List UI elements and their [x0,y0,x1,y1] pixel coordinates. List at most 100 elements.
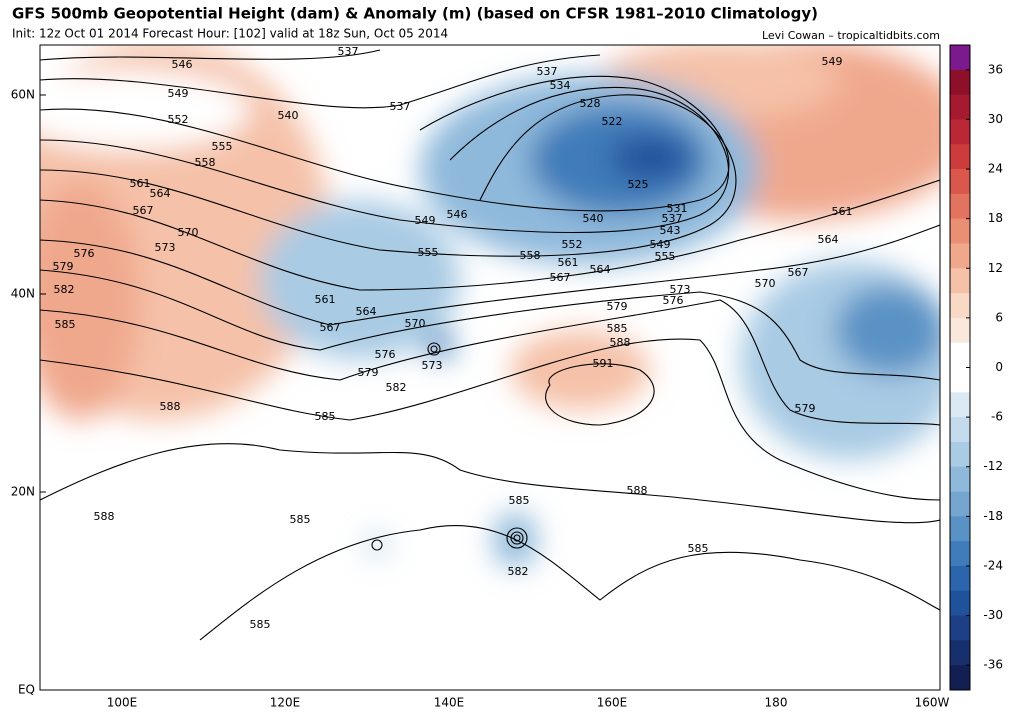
colorbar-label: 18 [988,211,1003,225]
contour-label: 546 [447,208,468,221]
colorbar-band [950,565,970,592]
lat-label: EQ [18,683,35,697]
contour-label: 585 [688,542,709,555]
contour-label: 555 [212,140,233,153]
colorbar-band [950,94,970,120]
colorbar-band [950,193,970,220]
contour-label: 549 [415,214,436,227]
contour-label: 585 [290,513,311,526]
contour-label: 525 [628,178,649,191]
contour-label: 579 [795,402,816,415]
contour-label: 537 [338,45,359,58]
contour-label: 549 [822,55,843,68]
contour-label: 561 [315,293,336,306]
colorbar-band [950,590,970,617]
contour-label: 576 [375,348,396,361]
contour-label: 540 [278,109,299,122]
colorbar-label: -18 [983,509,1003,523]
contour-label: 552 [168,113,189,126]
contour-label: 570 [178,226,199,239]
colorbar-band [950,392,970,418]
contour-label: 585 [509,494,530,507]
map-frame [39,44,941,691]
colorbar-band [950,665,970,691]
contour-label: 585 [250,618,271,631]
colorbar-band [950,516,970,542]
colorbar-label: 6 [995,310,1003,324]
contour-label: 564 [150,187,171,200]
contour-label: 546 [172,58,193,71]
lon-label: 180 [765,696,788,710]
colorbar-band [950,45,970,71]
contour-label: 567 [788,266,809,279]
colorbar-label: 12 [988,261,1003,275]
colorbar-label: -36 [983,658,1003,672]
contour-label: 537 [390,100,411,113]
contour-label: 522 [602,115,623,128]
contour-label: 579 [358,366,379,379]
contour-label: 567 [133,204,154,217]
colorbar: 36 30 24 18 12 6 0 -6 -12 -18 -24 -30 -36 [949,44,1003,691]
contour-label: 558 [195,156,216,169]
colorbar-label: 0 [995,360,1003,374]
colorbar-label: 30 [988,112,1003,126]
colorbar-band [950,119,970,145]
contour-label: 534 [550,79,571,92]
colorbar-band [950,441,970,468]
contour-label: 582 [386,381,407,394]
colorbar-band [950,243,970,269]
colorbar-label: 36 [988,62,1003,76]
colorbar-label: 24 [988,162,1003,176]
subtitle: Init: 12z Oct 01 2014 Forecast Hour: [10… [12,27,448,41]
contour-label: 552 [562,238,583,251]
contour-label: 567 [320,321,341,334]
contour-label: 582 [508,565,529,578]
lat-label: 40N [11,287,35,301]
colorbar-band [950,293,970,319]
contour-label: 588 [94,510,115,523]
contour-label: 585 [607,322,628,335]
lon-label: 160W [915,696,950,710]
colorbar-band [950,615,970,641]
contour-label: 576 [663,294,684,307]
colorbar-label: -6 [991,410,1003,424]
contour-label: 558 [520,249,541,262]
contour-label: 537 [537,65,558,78]
title: GFS 500mb Geopotential Height (dam) & An… [12,5,818,23]
contour-labels: 5465495525555585615645675705735765795825… [53,45,853,631]
contour-label: 579 [607,300,628,313]
colorbar-band [950,491,970,517]
colorbar-band [950,367,970,393]
contour-label: 579 [53,260,74,273]
contour-label: 573 [422,359,443,372]
colorbar-band [950,541,970,567]
contour-label: 564 [356,305,377,318]
axes: 60N 40N 20N EQ 100E 120E 140E 160E 180 160W [11,88,950,710]
contour-label: 531 [667,202,688,215]
credit: Levi Cowan – tropicaltidbits.com [762,29,940,42]
contour-label: 543 [660,224,681,237]
contour-label: 561 [130,177,151,190]
contour-label: 537 [662,212,683,225]
contour-label: 564 [818,233,839,246]
colorbar-band [950,268,970,294]
lon-label: 120E [270,696,301,710]
colorbar-band [950,417,970,443]
lat-label: 20N [11,485,35,499]
colorbar-label: -30 [983,608,1003,622]
contour-label: 570 [405,317,426,330]
lon-label: 100E [107,696,138,710]
contour-label: 528 [580,97,601,110]
contour-label: 561 [832,205,853,218]
contour-label: 567 [550,271,571,284]
colorbar-band [950,144,970,170]
lon-label: 160E [597,696,628,710]
contour-label: 573 [155,241,176,254]
contour-label: 591 [593,357,614,370]
map-field: 5465495525555585615645675705735765795825… [40,45,940,690]
colorbar-band [950,169,970,195]
colorbar-band [950,466,970,493]
contour-label: 588 [610,336,631,349]
colorbar-band [950,69,970,96]
